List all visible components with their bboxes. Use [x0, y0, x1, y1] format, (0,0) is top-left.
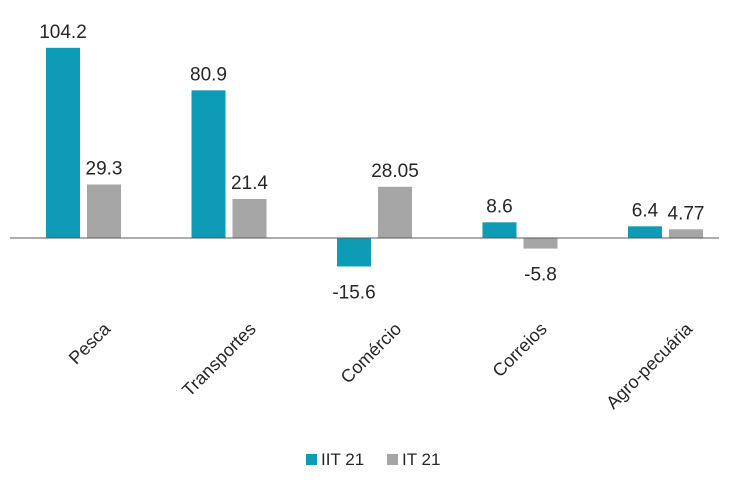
bar-pesca-iit21	[46, 47, 80, 239]
value-label: 21.4	[231, 173, 268, 194]
value-label: 8.6	[486, 196, 512, 217]
value-label: -15.6	[332, 282, 375, 303]
category-label: Transportes	[178, 319, 260, 401]
category-label: Comércio	[337, 319, 406, 388]
legend-label-it21: IT 21	[402, 450, 440, 469]
value-labels-layer: 104.2 29.3 80.9 21.4 -15.6 28.05 8.6 -5.8 6.4 4.7…	[39, 22, 704, 304]
bar-pesca-it21	[87, 184, 121, 238]
bar-transportes-it21	[232, 198, 267, 238]
value-label: 28.05	[371, 161, 419, 182]
bar-agro-pecu-ria-iit21	[628, 226, 662, 238]
value-label: -5.8	[524, 265, 557, 286]
category-label: Correios	[489, 319, 551, 381]
legend-swatch-iit21	[306, 454, 317, 465]
bar-com-rcio-iit21	[337, 238, 371, 267]
bar-agro-pecu-ria-it21	[669, 229, 703, 238]
value-label: 80.9	[190, 64, 227, 85]
value-label: 6.4	[632, 200, 659, 221]
legend: IIT 21 IT 21	[306, 450, 440, 469]
category-label: Pesca	[65, 318, 115, 368]
category-labels-layer: Pesca Transportes Comércio Correios Agro-pec…	[65, 318, 697, 413]
bar-transportes-iit21	[191, 90, 226, 238]
category-label: Agro-pecuária	[602, 318, 697, 413]
value-label: 104.2	[39, 22, 87, 43]
bar-correios-it21	[523, 238, 558, 249]
bar-correios-iit21	[482, 222, 517, 238]
value-label: 29.3	[86, 159, 123, 180]
value-label: 4.77	[668, 203, 705, 224]
legend-label-iit21: IIT 21	[321, 450, 364, 469]
bar-com-rcio-it21	[378, 186, 412, 238]
legend-swatch-it21	[387, 454, 398, 465]
bars-layer	[46, 47, 703, 267]
